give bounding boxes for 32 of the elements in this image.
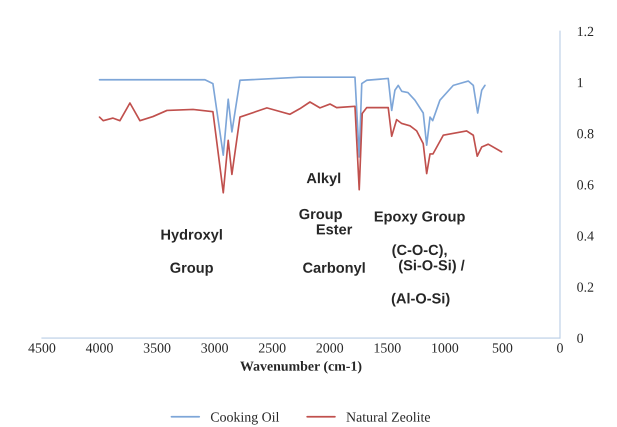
y-tick-label: 0	[577, 334, 584, 343]
annotation: Ester	[316, 224, 352, 235]
x-tick-label: 500	[492, 343, 512, 353]
annotation: (Si-O-Si) /	[399, 260, 465, 274]
annotation: (Al-O-Si)	[392, 292, 450, 306]
x-tick-label: 4000	[86, 343, 113, 353]
x-tick-label: 2000	[316, 343, 344, 353]
annotation: Group	[299, 208, 342, 222]
legend-label: Natural Zeolite	[346, 412, 430, 422]
annotation: Group	[170, 262, 213, 276]
x-tick-label: 3500	[144, 343, 170, 353]
legend-label: Cooking Oil	[210, 412, 280, 425]
x-tick-label: 1500	[374, 343, 401, 353]
x-tick-label: 2500	[258, 343, 286, 353]
x-tick-label: 0	[557, 343, 563, 353]
annotation: Alkyl	[306, 172, 340, 186]
y-tick-label: 0.4	[577, 231, 594, 241]
x-tick-label: 3000	[201, 343, 228, 353]
y-tick-label: 1	[578, 78, 583, 88]
annotation: (C-O-C),	[392, 244, 447, 258]
x-axis-title: Wavenumber (cm-1)	[240, 361, 362, 374]
line-series	[98, 101, 502, 194]
y-tick-label: 0.6	[577, 180, 594, 190]
annotation: Hydroxyl	[161, 229, 222, 243]
annotation: Carbonyl	[303, 262, 365, 276]
y-tick-label: 0.2	[577, 282, 594, 292]
y-tick-label: 0.8	[577, 129, 594, 138]
annotation: Epoxy Group	[374, 211, 465, 225]
line-series	[98, 76, 486, 158]
x-tick-label: 1000	[432, 343, 458, 353]
y-tick-label: 1.2	[578, 26, 594, 36]
x-tick-label: 4500	[28, 343, 56, 353]
